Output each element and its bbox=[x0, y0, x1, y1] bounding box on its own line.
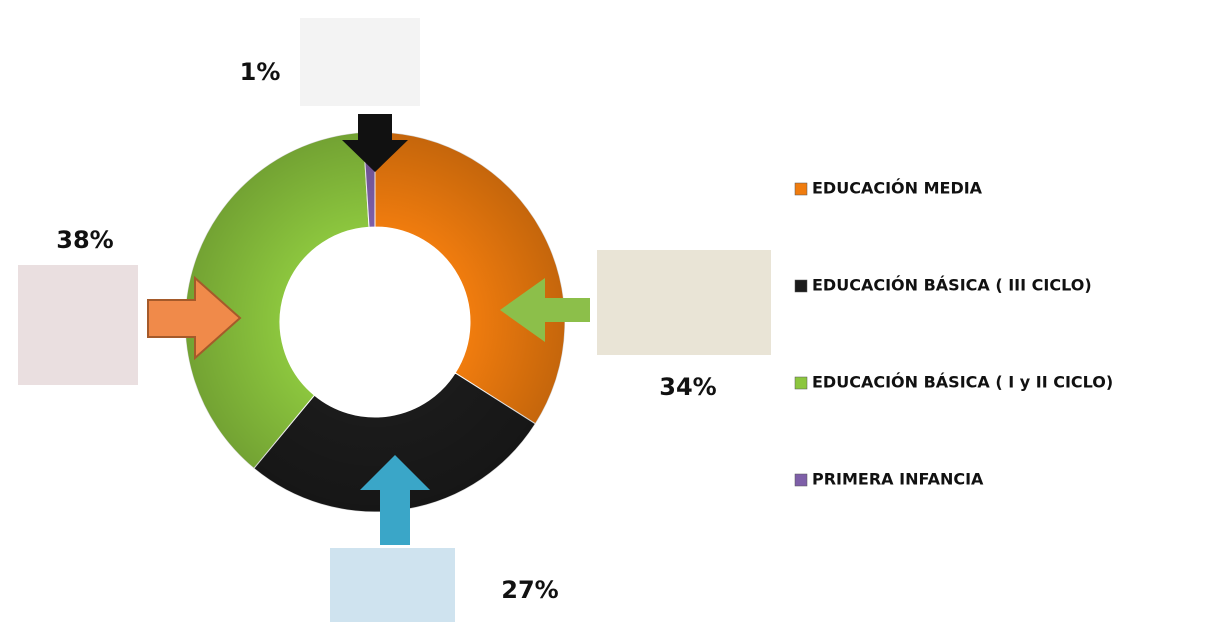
illustration bbox=[597, 250, 771, 355]
data-label: 1% bbox=[240, 58, 281, 86]
donut-slice bbox=[374, 131, 566, 425]
legend-swatch bbox=[794, 473, 808, 487]
legend-swatch bbox=[794, 376, 808, 390]
legend-label: PRIMERA INFANCIA bbox=[812, 470, 984, 489]
data-label: 27% bbox=[501, 576, 558, 604]
legend-swatch bbox=[794, 182, 808, 196]
arrow bbox=[500, 278, 590, 342]
illustration bbox=[330, 548, 455, 622]
data-label: 38% bbox=[56, 226, 113, 254]
legend-label: EDUCACIÓN BÁSICA ( III CICLO) bbox=[812, 276, 1092, 295]
arrow bbox=[342, 114, 408, 172]
illustration bbox=[300, 18, 420, 106]
arrow bbox=[147, 275, 242, 361]
arrow bbox=[360, 455, 430, 545]
legend-label: EDUCACIÓN MEDIA bbox=[812, 179, 983, 198]
data-label: 34% bbox=[659, 373, 716, 401]
donut bbox=[184, 131, 566, 513]
legend-swatch bbox=[794, 279, 808, 293]
illustration bbox=[18, 265, 138, 385]
legend-label: EDUCACIÓN BÁSICA ( I y II CICLO) bbox=[812, 373, 1113, 392]
